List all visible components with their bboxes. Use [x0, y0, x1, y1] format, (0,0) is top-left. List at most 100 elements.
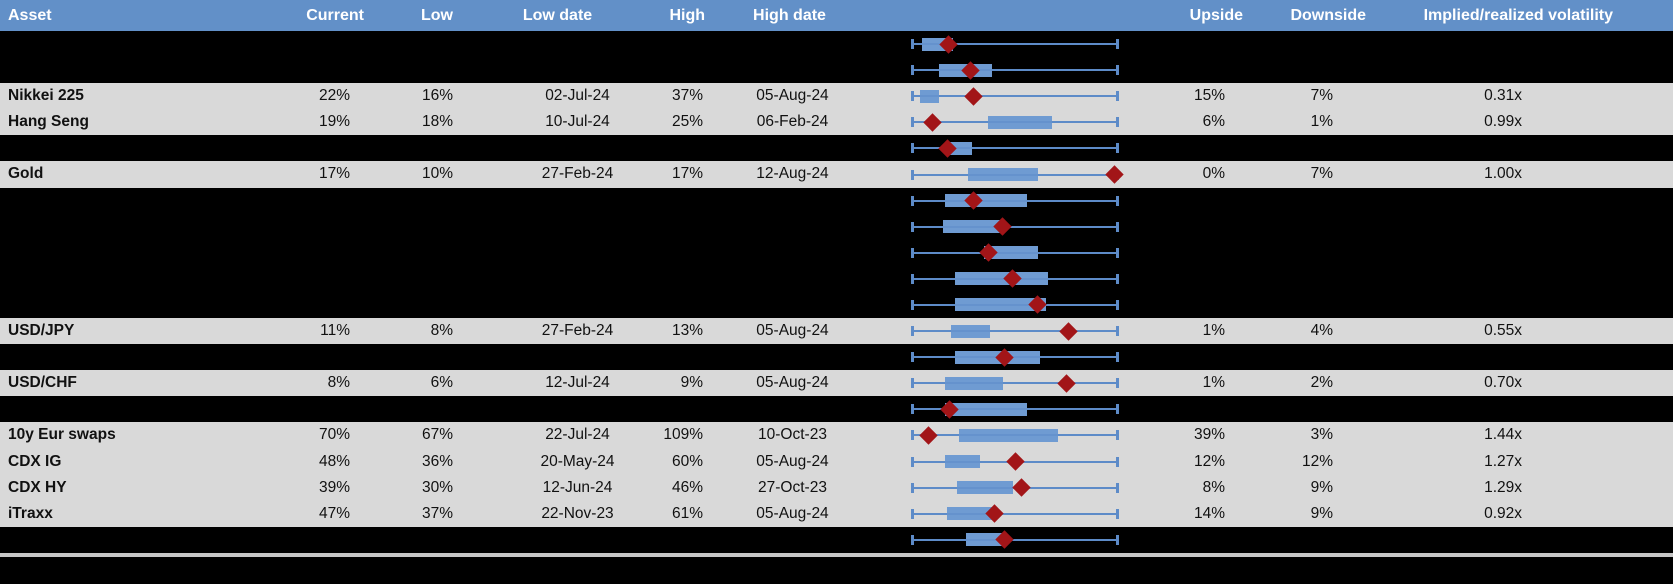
whisker-cap-left — [911, 352, 914, 363]
current-cell: 11% — [320, 322, 350, 340]
current-cell: 17% — [318, 165, 350, 183]
low-cell: 16% — [421, 87, 453, 105]
current-cell: 47% — [318, 504, 350, 522]
low-cell: 8% — [430, 322, 453, 340]
range-boxplot — [911, 240, 1119, 266]
high-cell: 60% — [671, 452, 703, 470]
whisker-cap-left — [911, 247, 914, 258]
whisker-cap-left — [911, 117, 914, 128]
lowdate-cell: 20-May-24 — [540, 452, 615, 470]
whisker-line — [912, 512, 1118, 515]
implied-cell: 1.44x — [1484, 426, 1522, 444]
whisker-line — [912, 330, 1118, 333]
whisker-cap-left — [911, 91, 914, 102]
asset-row: CDX IG 48% 36% 20-May-24 60% 05-Aug-24 12% 12% 1… — [0, 448, 1673, 475]
current-cell: 19% — [318, 113, 350, 131]
upside-cell: 14% — [1193, 504, 1225, 522]
highdate-cell: 12-Aug-24 — [756, 165, 829, 183]
lowdate-cell: 10-Jul-24 — [545, 113, 610, 131]
range-boxplot — [911, 57, 1119, 83]
current-cell: 22% — [318, 87, 350, 105]
vol-range-box — [944, 376, 1003, 390]
downside-cell: 7% — [1310, 87, 1333, 105]
highdate-cell: 05-Aug-24 — [756, 374, 829, 392]
vol-range-box — [944, 402, 1028, 416]
whisker-cap-left — [911, 169, 914, 180]
whisker-cap-left — [911, 482, 914, 493]
redacted-row — [0, 135, 1673, 162]
current-level-diamond-icon — [1005, 452, 1025, 471]
whisker-cap-left — [911, 326, 914, 337]
implied-cell: 0.70x — [1484, 374, 1522, 392]
current-level-diamond-icon — [1057, 374, 1076, 393]
whisker-cap-left — [911, 508, 914, 519]
column-header-low: Low — [421, 7, 453, 24]
low-cell: 18% — [421, 113, 453, 131]
redacted-row — [0, 396, 1673, 423]
asset-row: Gold 17% 10% 27-Feb-24 17% 12-Aug-24 0% 7% 1.00x — [0, 161, 1673, 188]
bottom-filler — [0, 556, 1673, 584]
asset-row: USD/CHF 8% 6% 12-Jul-24 9% 05-Aug-24 1% 2% 0.70x — [0, 370, 1673, 397]
implied-cell: 0.55x — [1484, 322, 1522, 340]
range-boxplot — [911, 527, 1119, 553]
range-boxplot — [911, 501, 1119, 527]
whisker-line — [912, 69, 1118, 72]
lowdate-cell: 12-Jun-24 — [542, 478, 613, 496]
whisker-cap-left — [911, 430, 914, 441]
highdate-cell: 10-Oct-23 — [758, 426, 827, 444]
downside-cell: 1% — [1310, 113, 1333, 131]
low-cell: 10% — [421, 165, 453, 183]
vol-range-box — [951, 324, 991, 338]
whisker-cap-right — [1116, 195, 1119, 206]
whisker-cap-right — [1116, 456, 1119, 467]
high-cell: 46% — [671, 478, 703, 496]
whisker-cap-left — [911, 273, 914, 284]
asset-cell: CDX IG — [8, 452, 62, 470]
upside-cell: 15% — [1193, 87, 1225, 105]
table-header: Asset Current Low Low date High High dat… — [0, 0, 1673, 31]
redacted-row — [0, 213, 1673, 240]
redacted-row — [0, 291, 1673, 319]
high-cell: 9% — [680, 374, 703, 392]
whisker-cap-right — [1116, 352, 1119, 363]
lowdate-cell: 02-Jul-24 — [545, 87, 610, 105]
high-cell: 13% — [671, 322, 703, 340]
downside-cell: 7% — [1310, 165, 1333, 183]
range-boxplot — [911, 422, 1119, 448]
highdate-cell: 05-Aug-24 — [756, 504, 829, 522]
asset-cell: Gold — [8, 165, 44, 183]
range-boxplot — [911, 475, 1119, 501]
whisker-cap-right — [1116, 378, 1119, 389]
whisker-line — [912, 225, 1118, 228]
whisker-cap-right — [1116, 299, 1119, 310]
implied-cell: 1.27x — [1484, 452, 1522, 470]
whisker-cap-right — [1116, 273, 1119, 284]
asset-cell: Hang Seng — [8, 113, 89, 131]
lowdate-cell: 22-Jul-24 — [545, 426, 610, 444]
whisker-cap-right — [1116, 430, 1119, 441]
downside-cell: 3% — [1310, 426, 1333, 444]
vol-range-box — [942, 220, 1003, 234]
asset-cell: iTraxx — [8, 504, 53, 522]
current-cell: 48% — [318, 452, 350, 470]
asset-row: iTraxx 47% 37% 22-Nov-23 61% 05-Aug-24 14% 9% 0.… — [0, 500, 1673, 527]
low-cell: 36% — [421, 452, 453, 470]
high-cell: 25% — [671, 113, 703, 131]
high-cell: 37% — [671, 87, 703, 105]
whisker-line — [912, 95, 1118, 98]
asset-cell: 10y Eur swaps — [8, 426, 116, 444]
current-cell: 8% — [327, 374, 350, 392]
range-boxplot — [911, 109, 1119, 135]
asset-cell: USD/CHF — [8, 374, 77, 392]
column-header-current: Current — [306, 7, 364, 24]
asset-row: 10y Eur swaps 70% 67% 22-Jul-24 109% 10-Oct-2… — [0, 422, 1673, 449]
whisker-cap-right — [1116, 534, 1119, 545]
range-boxplot — [911, 344, 1119, 370]
redacted-row — [0, 239, 1673, 266]
lowdate-cell: 27-Feb-24 — [541, 165, 614, 183]
vol-range-box — [959, 428, 1059, 442]
whisker-cap-left — [911, 221, 914, 232]
whisker-line — [912, 538, 1118, 541]
vol-range-box — [955, 272, 1048, 286]
whisker-cap-right — [1116, 482, 1119, 493]
